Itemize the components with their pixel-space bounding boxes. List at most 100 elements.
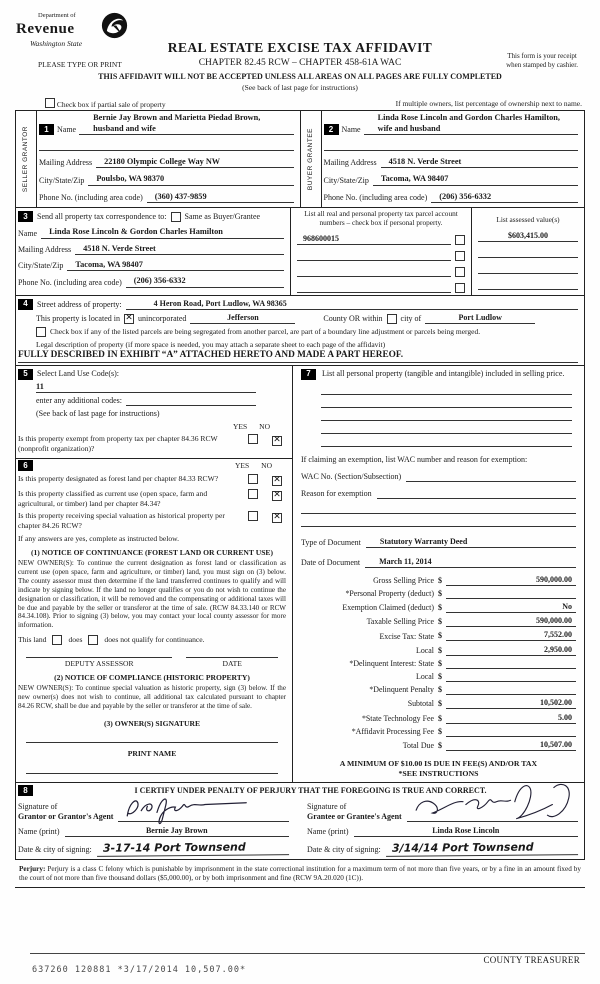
assessed-value-field[interactable]: $603,415.00 bbox=[478, 231, 578, 242]
current-use-yes-checkbox[interactable] bbox=[248, 489, 258, 500]
receipt-note: This form is your receipt when stamped b… bbox=[506, 51, 578, 69]
date-of-document-field[interactable]: March 11, 2014 bbox=[365, 557, 576, 568]
grantor-signature-block: Signature of Grantor or Grantor's Agent … bbox=[18, 798, 290, 857]
type-of-document-label: Type of Document bbox=[301, 537, 361, 547]
current-use-no-checkbox[interactable] bbox=[272, 491, 282, 502]
parcel-number-field[interactable] bbox=[297, 283, 451, 293]
grantee-name-print-field[interactable]: Linda Rose Lincoln bbox=[353, 826, 578, 837]
logo-revenue: Revenue bbox=[16, 21, 75, 38]
reason-extra-line[interactable] bbox=[301, 514, 576, 527]
land-use-label: Select Land Use Code(s): bbox=[37, 369, 119, 379]
corr-mailing-field[interactable]: 4518 N. Verde Street bbox=[75, 244, 284, 255]
legal-description-value[interactable]: FULLY DESCRIBED IN EXHIBIT “A” ATTACHED … bbox=[18, 350, 404, 363]
correspondence-label: Send all property tax correspondence to: bbox=[37, 211, 167, 221]
segregated-checkbox[interactable] bbox=[36, 326, 46, 337]
city-of-checkbox[interactable] bbox=[386, 313, 397, 324]
parcel-number-field[interactable] bbox=[297, 267, 451, 277]
corr-city-label: City/State/Zip bbox=[18, 261, 64, 271]
personal-property-line[interactable] bbox=[321, 382, 572, 395]
grantor-date-city-field[interactable]: 3-17-14 Port Townsend bbox=[96, 839, 290, 857]
parcel-personal-checkbox[interactable] bbox=[455, 266, 465, 277]
seller-extra-line[interactable] bbox=[39, 141, 294, 152]
logo-wa-state: Washington State bbox=[30, 38, 83, 48]
grantee-date-city-field[interactable]: 3/14/14 Port Townsend bbox=[385, 839, 579, 857]
parcel-personal-checkbox[interactable] bbox=[455, 282, 465, 293]
owners-signature-line[interactable] bbox=[26, 730, 278, 744]
reason-extra-line[interactable] bbox=[301, 501, 576, 514]
logo-dept-of: Department of bbox=[38, 12, 76, 19]
partial-sale-checkbox[interactable] bbox=[45, 98, 55, 108]
assessed-value-field[interactable] bbox=[478, 280, 578, 290]
section-8: 8 I CERTIFY UNDER PENALTY OF PERJURY THA… bbox=[16, 783, 584, 859]
personal-property-line[interactable] bbox=[321, 434, 572, 447]
assessed-value-field[interactable] bbox=[478, 248, 578, 258]
grantee-signature-block: Signature of Grantee or Grantee's Agent … bbox=[307, 783, 579, 857]
county-field[interactable]: Jefferson bbox=[190, 313, 296, 324]
seller-city-field[interactable]: Poulsbo, WA 98370 bbox=[88, 174, 294, 186]
seller-name-field[interactable]: Bernie Jay Brown and Marietta Piedad Bro… bbox=[79, 113, 294, 136]
historical-no-checkbox[interactable] bbox=[272, 513, 282, 524]
seller-phone-field[interactable]: (360) 437-9859 bbox=[146, 192, 294, 204]
buyer-mailing-field[interactable]: 4518 N. Verde Street bbox=[380, 157, 578, 169]
tax-row-total-due: Total Due $10,507.00 bbox=[301, 740, 576, 751]
tax-row-gross: Gross Selling Price $590,000.00 bbox=[301, 575, 576, 586]
wac-no-field[interactable] bbox=[406, 472, 576, 482]
assessed-value-field[interactable] bbox=[478, 264, 578, 274]
exempt-yes-checkbox[interactable] bbox=[248, 434, 258, 445]
chapter-line: CHAPTER 82.45 RCW – CHAPTER 458-61A WAC bbox=[198, 57, 402, 68]
notice2-text: NEW OWNER(S): To continue special valuat… bbox=[18, 684, 286, 710]
seller-grantor-block: 1 Name Bernie Jay Brown and Marietta Pie… bbox=[37, 111, 300, 207]
buyer-mailing-label: Mailing Address bbox=[323, 158, 377, 168]
parcel-number-field[interactable] bbox=[297, 251, 451, 261]
parcel-personal-checkbox[interactable] bbox=[455, 250, 465, 261]
see-back-note: (See back of last page for instructions) bbox=[242, 82, 358, 92]
grantor-signature bbox=[127, 798, 248, 824]
buyer-city-field[interactable]: Tacoma, WA 98407 bbox=[372, 174, 578, 186]
parcel-personal-checkbox[interactable] bbox=[455, 234, 465, 245]
personal-property-line[interactable] bbox=[321, 421, 572, 434]
same-as-buyer-checkbox[interactable] bbox=[170, 211, 181, 222]
does-not-checkbox[interactable] bbox=[88, 635, 99, 646]
grantor-name-print-field[interactable]: Bernie Jay Brown bbox=[64, 826, 289, 837]
corr-name-field[interactable]: Linda Rose Lincoln & Gordon Charles Hami… bbox=[41, 227, 284, 239]
does-not-label: does not qualify for continuance. bbox=[104, 635, 205, 645]
additional-codes-field[interactable] bbox=[125, 396, 256, 407]
buyer-extra-line[interactable] bbox=[323, 141, 578, 152]
reason-field[interactable] bbox=[376, 489, 576, 499]
corr-name-label: Name bbox=[18, 228, 38, 238]
forest-no-checkbox[interactable] bbox=[272, 476, 282, 487]
corr-mailing-label: Mailing Address bbox=[18, 244, 72, 254]
seller-mailing-field[interactable]: 22180 Olympic College Way NW bbox=[96, 157, 294, 169]
grantor-sig-label: Signature of Grantor or Grantor's Agent bbox=[18, 802, 114, 821]
tax-row-tech-fee: *State Technology Fee $5.00 bbox=[301, 713, 576, 724]
forest-yes-checkbox[interactable] bbox=[248, 474, 258, 485]
grantee-signature-field[interactable] bbox=[406, 783, 578, 822]
personal-property-line[interactable] bbox=[321, 408, 572, 421]
grantor-signature-field[interactable] bbox=[118, 798, 289, 824]
buyer-name-field[interactable]: Linda Rose Lincoln and Gordon Charles Ha… bbox=[363, 113, 578, 136]
street-address-field[interactable]: 4 Heron Road, Port Ludlow, WA 98365 bbox=[125, 299, 578, 310]
does-checkbox[interactable] bbox=[52, 635, 63, 646]
tax-row-subtotal: Subtotal $10,502.00 bbox=[301, 698, 576, 710]
exempt-no-checkbox[interactable] bbox=[272, 436, 282, 447]
grantor-date-city-label: Date & city of signing: bbox=[18, 845, 92, 855]
buyer-name-label: Name bbox=[341, 125, 361, 135]
minimum-due-note: A MINIMUM OF $10.00 IS DUE IN FEE(S) AND… bbox=[339, 758, 538, 768]
treasurer-line bbox=[30, 952, 585, 954]
corr-city-field[interactable]: Tacoma, WA 98407 bbox=[67, 260, 284, 272]
personal-property-line[interactable] bbox=[321, 395, 572, 408]
does-label: does bbox=[68, 635, 83, 645]
buyer-phone-field[interactable]: (206) 356-6332 bbox=[431, 192, 578, 204]
land-use-code-field[interactable]: 11 bbox=[36, 382, 256, 394]
historical-yes-checkbox[interactable] bbox=[248, 511, 258, 522]
parcel-number-field[interactable]: 968600015 bbox=[297, 234, 451, 245]
unincorporated-checkbox[interactable] bbox=[123, 313, 134, 324]
deputy-assessor-line[interactable]: DEPUTY ASSESSOR bbox=[26, 657, 173, 668]
city-field[interactable]: Port Ludlow bbox=[425, 313, 536, 324]
assessor-date-line[interactable]: DATE bbox=[186, 657, 278, 668]
current-use-question: Is this property classified as current u… bbox=[18, 489, 208, 508]
corr-phone-field[interactable]: (206) 356-6332 bbox=[125, 276, 284, 288]
print-name-line[interactable] bbox=[26, 761, 278, 774]
type-of-document-field[interactable]: Statutory Warranty Deed bbox=[365, 537, 576, 548]
